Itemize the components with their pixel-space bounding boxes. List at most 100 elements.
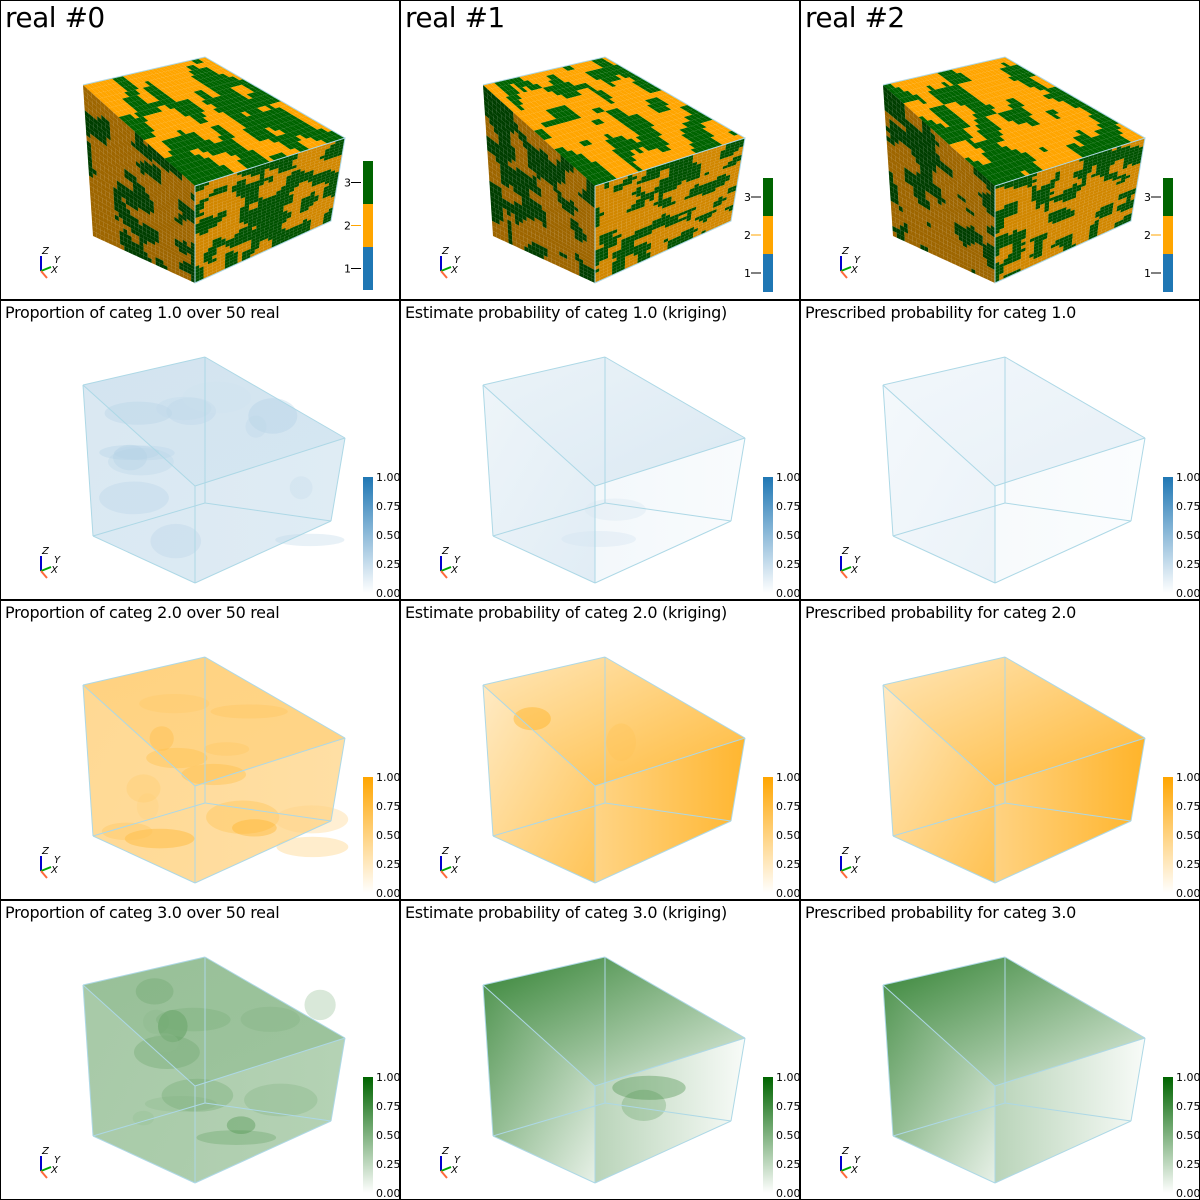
box-edge — [730, 437, 746, 522]
colorbar-tick-label: 1.00 — [776, 771, 800, 784]
volume-left-face — [83, 685, 195, 883]
box-edge — [82, 356, 206, 386]
box-edge — [994, 820, 1132, 884]
probability-volume — [882, 656, 1146, 884]
y-axis-line — [440, 266, 452, 272]
render-view: 3 2 1 ZYX — [440, 56, 773, 292]
x-axis-line — [840, 570, 848, 579]
box-edge — [594, 520, 732, 584]
legend-swatch-categ-2 — [363, 204, 373, 247]
orientation-axes-widget: ZYX — [40, 1146, 61, 1179]
panel-title: Prescribed probability for categ 1.0 — [805, 303, 1076, 322]
orientation-axes-widget: ZYX — [440, 546, 461, 579]
render-view: 1.00 0.75 0.50 0.25 0.00 ZYX — [40, 956, 400, 1199]
box-edge — [482, 684, 596, 787]
y-axis-line — [440, 866, 452, 872]
continuous-colorbar: 1.00 0.75 0.50 0.25 0.00 — [363, 1071, 400, 1199]
volume-blob — [304, 989, 336, 1021]
legend-tick-label: 2 — [344, 220, 351, 233]
volume-top-face — [83, 357, 345, 486]
legend-tick-label: 3 — [744, 191, 751, 204]
colorbar-tick-label: 0.25 — [776, 858, 800, 871]
colorbar-tick-label: 1.00 — [376, 471, 400, 484]
render-view: 3 2 1 ZYX — [40, 56, 373, 290]
colorbar-tick-label: 1.00 — [376, 771, 400, 784]
orientation-axes-widget: ZYX — [440, 246, 461, 279]
colorbar-tick-label: 0.75 — [776, 1100, 800, 1113]
render-view: 1.00 0.75 0.50 0.25 0.00 ZYX — [40, 656, 400, 899]
volume-blob — [139, 694, 210, 714]
box-outline — [994, 137, 1146, 284]
box-edge — [882, 384, 996, 487]
panel-prop2: 1.00 0.75 0.50 0.25 0.00 Z Y X Proportion of cat… — [0, 600, 400, 900]
box-edge — [92, 1135, 196, 1184]
colorbar-tick-label: 0.25 — [1176, 1158, 1200, 1171]
y-axis-line — [440, 1166, 452, 1172]
probability-volume — [482, 956, 746, 1184]
volume-blob — [107, 448, 174, 476]
volume-top-face — [883, 357, 1145, 486]
volume-blob — [276, 836, 349, 858]
box-edge — [330, 437, 346, 522]
z-axis-label: Z — [41, 1146, 50, 1157]
y-axis-label: Y — [454, 255, 461, 266]
render-view: 1.00 0.75 0.50 0.25 0.00 ZYX — [440, 356, 800, 599]
colorbar-tick-label: 1.00 — [776, 471, 800, 484]
box-edge — [204, 656, 346, 739]
y-axis-label: Y — [54, 855, 61, 866]
x-axis-label: X — [850, 265, 859, 276]
y-axis-label: Y — [854, 255, 861, 266]
colorbar-tick-label: 0.00 — [776, 1187, 800, 1200]
volume-blob — [161, 1078, 234, 1112]
volume-blob — [150, 1033, 179, 1053]
y-axis-line — [40, 1166, 52, 1172]
colorbar-gradient — [1163, 477, 1173, 593]
volume-blob — [113, 444, 148, 471]
panel-title: real #0 — [5, 1, 105, 34]
volume-blob — [126, 774, 161, 803]
y-axis-line — [40, 866, 52, 872]
legend-tick-label: 1 — [1144, 267, 1151, 280]
box-edge — [194, 520, 332, 584]
y-axis-label: Y — [454, 855, 461, 866]
colorbar-tick-label: 0.75 — [1176, 1100, 1200, 1113]
volume-blob — [621, 1089, 667, 1121]
probability-volume — [82, 956, 346, 1184]
volume-blob — [156, 1007, 231, 1032]
box-edge — [1130, 737, 1146, 822]
box-edge — [604, 956, 746, 1039]
colorbar-tick-label: 0.75 — [376, 800, 400, 813]
box-edge — [194, 820, 332, 884]
orientation-axes-widget: ZYX — [40, 846, 61, 879]
continuous-colorbar: 1.00 0.75 0.50 0.25 0.00 — [1163, 771, 1199, 899]
box-edge — [482, 984, 596, 1087]
y-axis-line — [440, 566, 452, 572]
z-axis-label: Z — [841, 846, 850, 857]
volume-blob — [146, 747, 208, 769]
panel-pres3: 1.00 0.75 0.50 0.25 0.00 Z Y X Prescribed probab… — [800, 900, 1200, 1200]
colorbar-tick-label: 1.00 — [1176, 471, 1200, 484]
box-edge — [1004, 956, 1146, 1039]
volume-blob — [99, 481, 169, 515]
categorical-block — [882, 56, 1146, 284]
volume-left-face — [883, 985, 995, 1183]
volume-blob — [182, 381, 252, 414]
colorbar-tick-label: 0.25 — [376, 1158, 400, 1171]
colorbar-tick-label: 0.75 — [1176, 500, 1200, 513]
volume-top-face — [883, 657, 1145, 786]
box-edge — [482, 656, 606, 686]
box-edge — [482, 356, 606, 386]
x-axis-line — [440, 270, 448, 279]
probability-volume — [82, 656, 349, 884]
y-axis-line — [840, 866, 852, 872]
colorbar-gradient — [363, 777, 373, 893]
volume-blob — [289, 476, 313, 500]
box-edge — [594, 1120, 732, 1184]
legend-swatch-categ-1 — [1163, 254, 1173, 292]
box-edge — [492, 802, 606, 837]
colorbar-tick-label: 1.00 — [776, 1071, 800, 1084]
box-edge — [482, 684, 494, 837]
box-edge — [92, 835, 196, 884]
volume-blob — [158, 1010, 188, 1043]
